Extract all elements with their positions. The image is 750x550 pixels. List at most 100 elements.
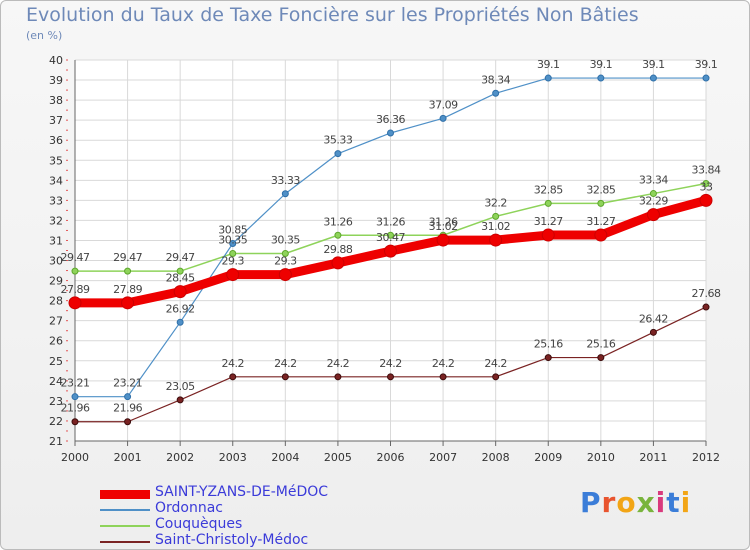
data-point	[331, 256, 345, 270]
data-label: 32.2	[484, 196, 507, 209]
data-label: 38.34	[481, 73, 510, 86]
data-label: 29.88	[323, 243, 352, 256]
data-point	[702, 74, 710, 82]
logo-letter: t	[666, 486, 681, 519]
data-point	[334, 373, 342, 381]
data-label: 26.42	[639, 312, 668, 325]
data-point	[439, 114, 447, 122]
data-point	[176, 396, 184, 404]
data-point	[492, 373, 500, 381]
data-point	[334, 231, 342, 239]
x-tick-label: 2004	[271, 451, 299, 464]
y-tick-label: 40	[49, 54, 63, 67]
data-label: 31.27	[534, 215, 563, 228]
x-tick-label: 2007	[429, 451, 457, 464]
data-label: 29.47	[113, 251, 142, 264]
data-label: 21.96	[113, 402, 142, 415]
x-tick-label: 2008	[482, 451, 510, 464]
logo-letter: i	[680, 486, 692, 519]
data-point	[229, 239, 237, 247]
data-label: 23.21	[113, 377, 142, 390]
x-tick-label: 2002	[166, 451, 194, 464]
data-label: 28.45	[166, 272, 195, 285]
data-label: 24.2	[432, 357, 455, 370]
data-label: 23.21	[61, 377, 90, 390]
data-point	[384, 244, 397, 258]
data-label: 39.1	[590, 58, 613, 71]
data-point	[439, 373, 447, 381]
y-tick-label: 25	[49, 355, 63, 368]
logo-letter: o	[616, 486, 637, 519]
y-tick-label: 36	[49, 134, 63, 147]
data-label: 31.26	[323, 215, 352, 228]
y-tick-label: 21	[49, 435, 63, 448]
data-label: 27.89	[61, 283, 90, 296]
data-label: 35.33	[323, 134, 352, 147]
data-label: 31.27	[586, 215, 615, 228]
y-tick-label: 27	[49, 315, 63, 328]
data-point	[489, 233, 503, 247]
data-label: 23.05	[166, 380, 195, 393]
proxiti-logo: Proxiti	[580, 486, 691, 519]
x-tick-label: 2011	[639, 451, 667, 464]
data-point	[229, 250, 237, 258]
data-point	[597, 74, 605, 82]
data-label: 30.35	[271, 234, 300, 247]
data-point	[544, 74, 552, 82]
data-point	[124, 393, 132, 401]
logo-letter: i	[655, 486, 667, 519]
data-point	[176, 318, 184, 326]
data-label: 39.1	[642, 58, 665, 71]
data-point	[492, 89, 500, 97]
x-tick-label: 2010	[587, 451, 615, 464]
data-point	[387, 231, 394, 239]
data-label: 29.3	[222, 255, 245, 268]
data-point	[334, 150, 342, 158]
legend-label: Ordonnac	[155, 500, 224, 516]
y-tick-label: 33	[49, 194, 63, 207]
data-label: 36.36	[376, 113, 405, 126]
data-label: 24.2	[484, 357, 507, 370]
data-label: 31.26	[376, 215, 405, 228]
data-point	[173, 285, 187, 299]
y-tick-label: 24	[49, 375, 63, 388]
data-label: 31.26	[429, 215, 458, 228]
logo-letter: P	[580, 486, 602, 519]
data-label: 24.2	[222, 357, 245, 370]
data-label: 30.85	[218, 223, 247, 236]
data-point	[124, 418, 132, 426]
data-point	[699, 193, 713, 207]
data-label: 27.89	[113, 283, 142, 296]
data-point	[121, 296, 135, 310]
data-point	[281, 373, 289, 381]
data-point	[544, 199, 552, 207]
data-point	[176, 267, 184, 275]
data-label: 24.2	[327, 357, 350, 370]
logo-letter: x	[636, 486, 656, 519]
logo-letter: r	[601, 486, 617, 519]
data-label: 39.1	[695, 58, 718, 71]
data-label: 29.47	[166, 251, 195, 264]
data-point	[597, 199, 605, 207]
data-label: 21.96	[61, 402, 90, 415]
data-point	[229, 373, 237, 381]
data-label: 31.02	[481, 220, 510, 233]
data-point	[71, 418, 79, 426]
data-point	[649, 190, 657, 198]
data-label: 30.47	[376, 231, 405, 244]
legend-swatch	[100, 541, 150, 543]
x-tick-label: 2000	[61, 451, 89, 464]
data-point	[492, 212, 500, 220]
y-tick-label: 23	[49, 395, 63, 408]
data-label: 39.1	[537, 58, 560, 71]
data-point	[649, 74, 657, 82]
data-label: 33.84	[692, 164, 721, 177]
y-tick-label: 32	[49, 214, 63, 227]
data-label: 32.85	[534, 183, 563, 196]
data-point	[436, 233, 450, 247]
chart-unit-label: (en %)	[26, 29, 63, 42]
x-tick-label: 2012	[692, 451, 720, 464]
data-point	[594, 228, 608, 242]
chart-title: Evolution du Taux de Taxe Foncière sur l…	[26, 4, 639, 26]
